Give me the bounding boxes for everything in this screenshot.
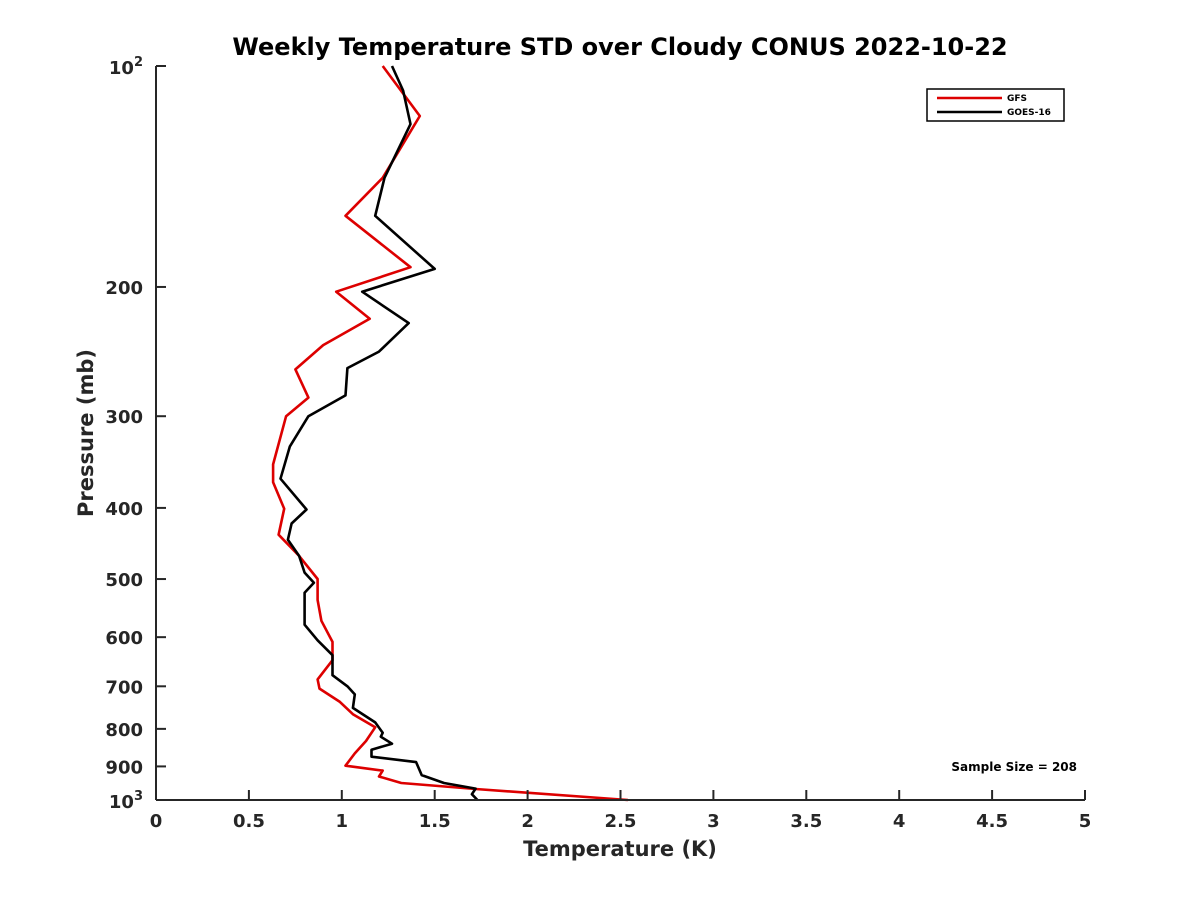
axes-layer: 0 0.5 1 1.5 2 2.5 3 3.5 4 4.5 5 102 200 300 400 500 600 7… xyxy=(105,55,1091,832)
x-tick-label-4: 2 xyxy=(521,811,534,832)
sample-size-annotation: Sample Size = 208 xyxy=(951,760,1077,774)
x-tick-label-5: 2.5 xyxy=(605,811,637,832)
y-tick-label-8: 900 xyxy=(105,757,143,778)
y-tick-label-6: 700 xyxy=(105,677,143,698)
x-axis-label: Temperature (K) xyxy=(523,837,717,861)
series-line-1 xyxy=(279,65,479,801)
series-layer xyxy=(271,65,628,802)
x-tick-label-10: 5 xyxy=(1079,811,1092,832)
chart-title: Weekly Temperature STD over Cloudy CONUS… xyxy=(232,33,1007,61)
x-tick-label-8: 4 xyxy=(893,811,906,832)
x-tick-label-9: 4.5 xyxy=(976,811,1008,832)
y-axis-label: Pressure (mb) xyxy=(74,349,98,517)
x-tick-label-2: 1 xyxy=(336,811,349,832)
x-tick-label-6: 3 xyxy=(707,811,720,832)
legend-box xyxy=(926,88,1065,122)
legend-label-0: GFS xyxy=(1007,94,1027,104)
y-tick-label-4: 500 xyxy=(105,570,143,591)
x-tick-label-0: 0 xyxy=(150,811,163,832)
y-tick-label-9: 103 xyxy=(109,789,143,813)
legend: GFS GOES-16 xyxy=(926,88,1065,122)
y-tick-label-5: 600 xyxy=(105,628,143,649)
legend-label-1: GOES-16 xyxy=(1007,108,1051,118)
y-tick-label-7: 800 xyxy=(105,720,143,741)
x-tick-label-3: 1.5 xyxy=(419,811,451,832)
y-tick-label-1: 200 xyxy=(105,278,143,299)
y-tick-label-0: 102 xyxy=(109,55,143,79)
plot-area: 0 0.5 1 1.5 2 2.5 3 3.5 4 4.5 5 102 200 300 400 500 600 7… xyxy=(105,55,1091,832)
y-tick-label-2: 300 xyxy=(105,407,143,428)
series-line-0 xyxy=(271,65,628,802)
x-tick-label-7: 3.5 xyxy=(790,811,822,832)
x-tick-label-1: 0.5 xyxy=(233,811,265,832)
y-tick-label-3: 400 xyxy=(105,499,143,520)
